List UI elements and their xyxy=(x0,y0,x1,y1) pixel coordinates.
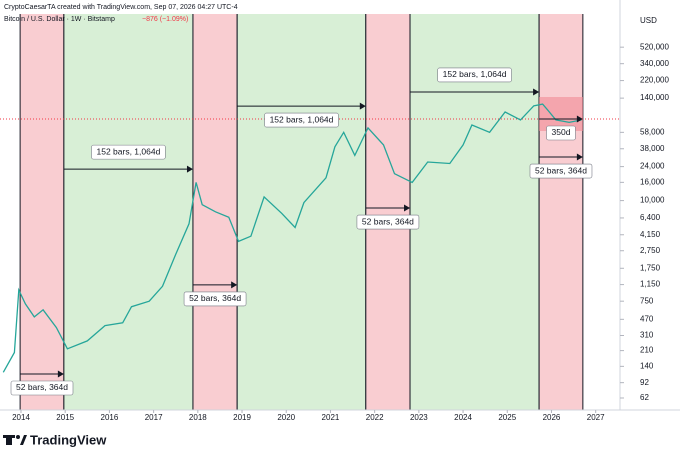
annotation-label: 52 bars, 364d xyxy=(189,293,241,303)
y-tick-label: 1,750 xyxy=(640,263,661,272)
y-tick-label: 24,000 xyxy=(640,162,665,171)
y-tick-label: 58,000 xyxy=(640,127,665,136)
arrow-head xyxy=(359,102,366,110)
region xyxy=(63,14,193,410)
x-tick-label: 2024 xyxy=(454,413,472,422)
x-tick-label: 2020 xyxy=(277,413,295,422)
y-tick-label: 16,000 xyxy=(640,177,665,186)
x-tick-label: 2017 xyxy=(145,413,163,422)
annotation-label: 152 bars, 1,064d xyxy=(270,114,334,124)
annotation-box xyxy=(437,67,512,83)
annotation-box xyxy=(264,112,339,128)
x-tick-label: 2018 xyxy=(189,413,207,422)
y-tick-label: 220,000 xyxy=(640,76,669,85)
arrow-head xyxy=(231,281,238,289)
arrow-head xyxy=(576,115,583,123)
x-tick-label: 2014 xyxy=(12,413,30,422)
region xyxy=(365,14,411,410)
annotation-label: 52 bars, 364d xyxy=(535,165,587,175)
y-tick-label: 750 xyxy=(640,296,654,305)
x-tick-label: 2026 xyxy=(543,413,561,422)
annotation-label: 152 bars, 1,064d xyxy=(97,146,161,156)
y-tick-label: 6,400 xyxy=(640,213,661,222)
region xyxy=(539,14,583,410)
annotation-box xyxy=(10,380,74,396)
region xyxy=(20,14,64,410)
annotation-label: 350d xyxy=(552,127,571,137)
x-tick-label: 2019 xyxy=(233,413,251,422)
y-tick-label: 2,750 xyxy=(640,246,661,255)
x-tick-label: 2023 xyxy=(410,413,428,422)
y-tick-label: 92 xyxy=(640,378,649,387)
x-tick-label: 2027 xyxy=(587,413,605,422)
annotation-label: 152 bars, 1,064d xyxy=(443,69,507,79)
projection-box xyxy=(539,97,583,131)
annotation-box xyxy=(183,291,247,307)
logo: TradingView xyxy=(3,432,107,447)
y-tick-label: 38,000 xyxy=(640,144,665,153)
symbol: Bitcoin / U.S. Dollar · 1W · Bitstamp xyxy=(4,16,115,23)
region xyxy=(237,14,366,410)
arrow-head xyxy=(533,88,540,96)
y-tick-label: 340,000 xyxy=(640,59,669,68)
x-tick-label: 2016 xyxy=(101,413,119,422)
price-line-series xyxy=(2,103,582,373)
x-tick-label: 2022 xyxy=(366,413,384,422)
arrow-head xyxy=(57,370,64,378)
x-tick-label: 2021 xyxy=(322,413,340,422)
annotation-label: 52 bars, 364d xyxy=(16,382,68,392)
change: −876 (−1.09%) xyxy=(142,16,188,23)
y-tick-label: 520,000 xyxy=(640,42,669,51)
plot: 52 bars, 364d 152 bars, 1,064d 52 bars, 36… xyxy=(0,67,620,396)
x-tick-label: 2025 xyxy=(498,413,516,422)
annotation-box xyxy=(356,214,420,230)
y-tick-label: 10,000 xyxy=(640,196,665,205)
annotation-box xyxy=(529,163,593,179)
arrow-head xyxy=(576,153,583,161)
arrow-head xyxy=(404,204,411,212)
brand: TradingView xyxy=(30,432,107,447)
currency: USD xyxy=(640,16,657,25)
y-tick-label: 310 xyxy=(640,331,654,340)
y-tick-label: 470 xyxy=(640,314,654,323)
y-tick-label: 62 xyxy=(640,393,649,402)
y-tick-label: 1,150 xyxy=(640,280,661,289)
author: CryptoCaesarTA created with TradingView.… xyxy=(4,4,238,11)
x-tick-label: 2015 xyxy=(56,413,74,422)
arrow-head xyxy=(186,165,193,173)
y-tick-label: 140 xyxy=(640,361,654,370)
annotation-box xyxy=(546,125,576,141)
y-tick-label: 210 xyxy=(640,346,654,355)
annotation-label: 52 bars, 364d xyxy=(362,216,414,226)
y-tick-label: 4,150 xyxy=(640,230,661,239)
annotation-box xyxy=(91,144,166,160)
y-tick-label: 140,000 xyxy=(640,93,669,102)
